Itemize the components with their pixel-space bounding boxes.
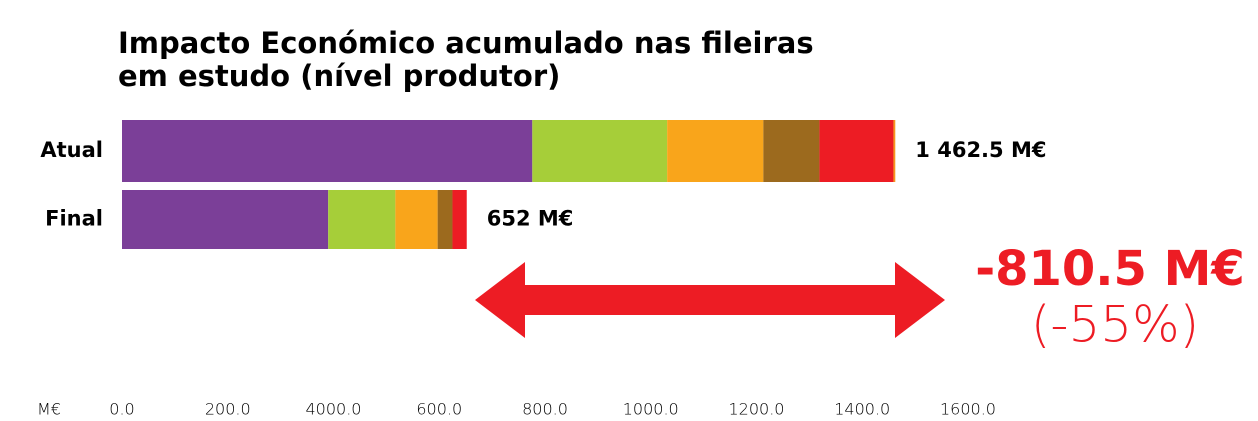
- total-label: 1 462.5 M€: [915, 138, 1046, 162]
- x-tick-label: 200.0: [205, 400, 251, 419]
- bar-segment: [122, 190, 329, 249]
- bar-segment: [667, 120, 764, 182]
- bar-segment: [893, 120, 896, 182]
- bar-segment: [763, 120, 820, 182]
- chart-subtitle: em estudo (nível produtor): [118, 59, 560, 93]
- x-tick-label: 1600.0: [940, 400, 996, 419]
- bar-segment: [437, 190, 453, 249]
- x-tick-label: 600.0: [416, 400, 462, 419]
- difference-label: -810.5 M€: [975, 241, 1245, 297]
- x-tick-label: 1400.0: [834, 400, 890, 419]
- bar-segment: [122, 120, 533, 182]
- x-tick-label: 0.0: [109, 400, 134, 419]
- category-label: Atual: [40, 138, 103, 162]
- chart-title: Impacto Económico acumulado nas fileiras: [118, 26, 814, 60]
- bar-segment: [328, 190, 396, 249]
- bar-segment: [819, 120, 894, 182]
- x-tick-label: 1200.0: [729, 400, 785, 419]
- x-tick-label: 800.0: [522, 400, 568, 419]
- category-label: Final: [45, 207, 103, 231]
- x-tick-label: 4000.0: [306, 400, 362, 419]
- bar-segment: [452, 190, 467, 249]
- bar-segment: [395, 190, 438, 249]
- percent-label: (-55%): [1031, 296, 1199, 354]
- total-label: 652 M€: [487, 207, 574, 231]
- bar-segment: [532, 120, 668, 182]
- arrow: [475, 262, 945, 338]
- x-axis-unit: M€: [37, 400, 61, 419]
- x-tick-label: 1000.0: [623, 400, 679, 419]
